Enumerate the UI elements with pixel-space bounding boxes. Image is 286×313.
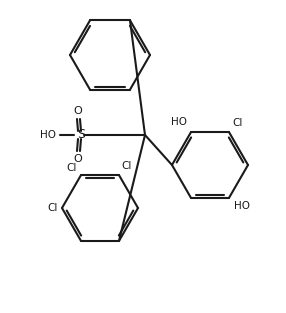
Text: Cl: Cl — [232, 118, 242, 128]
Text: Cl: Cl — [67, 163, 77, 173]
Text: HO: HO — [171, 117, 187, 127]
Text: HO: HO — [234, 201, 250, 211]
Text: O: O — [74, 106, 82, 116]
Text: S: S — [77, 129, 85, 141]
Text: HO: HO — [40, 130, 56, 140]
Text: Cl: Cl — [48, 203, 58, 213]
Text: O: O — [74, 154, 82, 164]
Text: Cl: Cl — [121, 161, 131, 171]
